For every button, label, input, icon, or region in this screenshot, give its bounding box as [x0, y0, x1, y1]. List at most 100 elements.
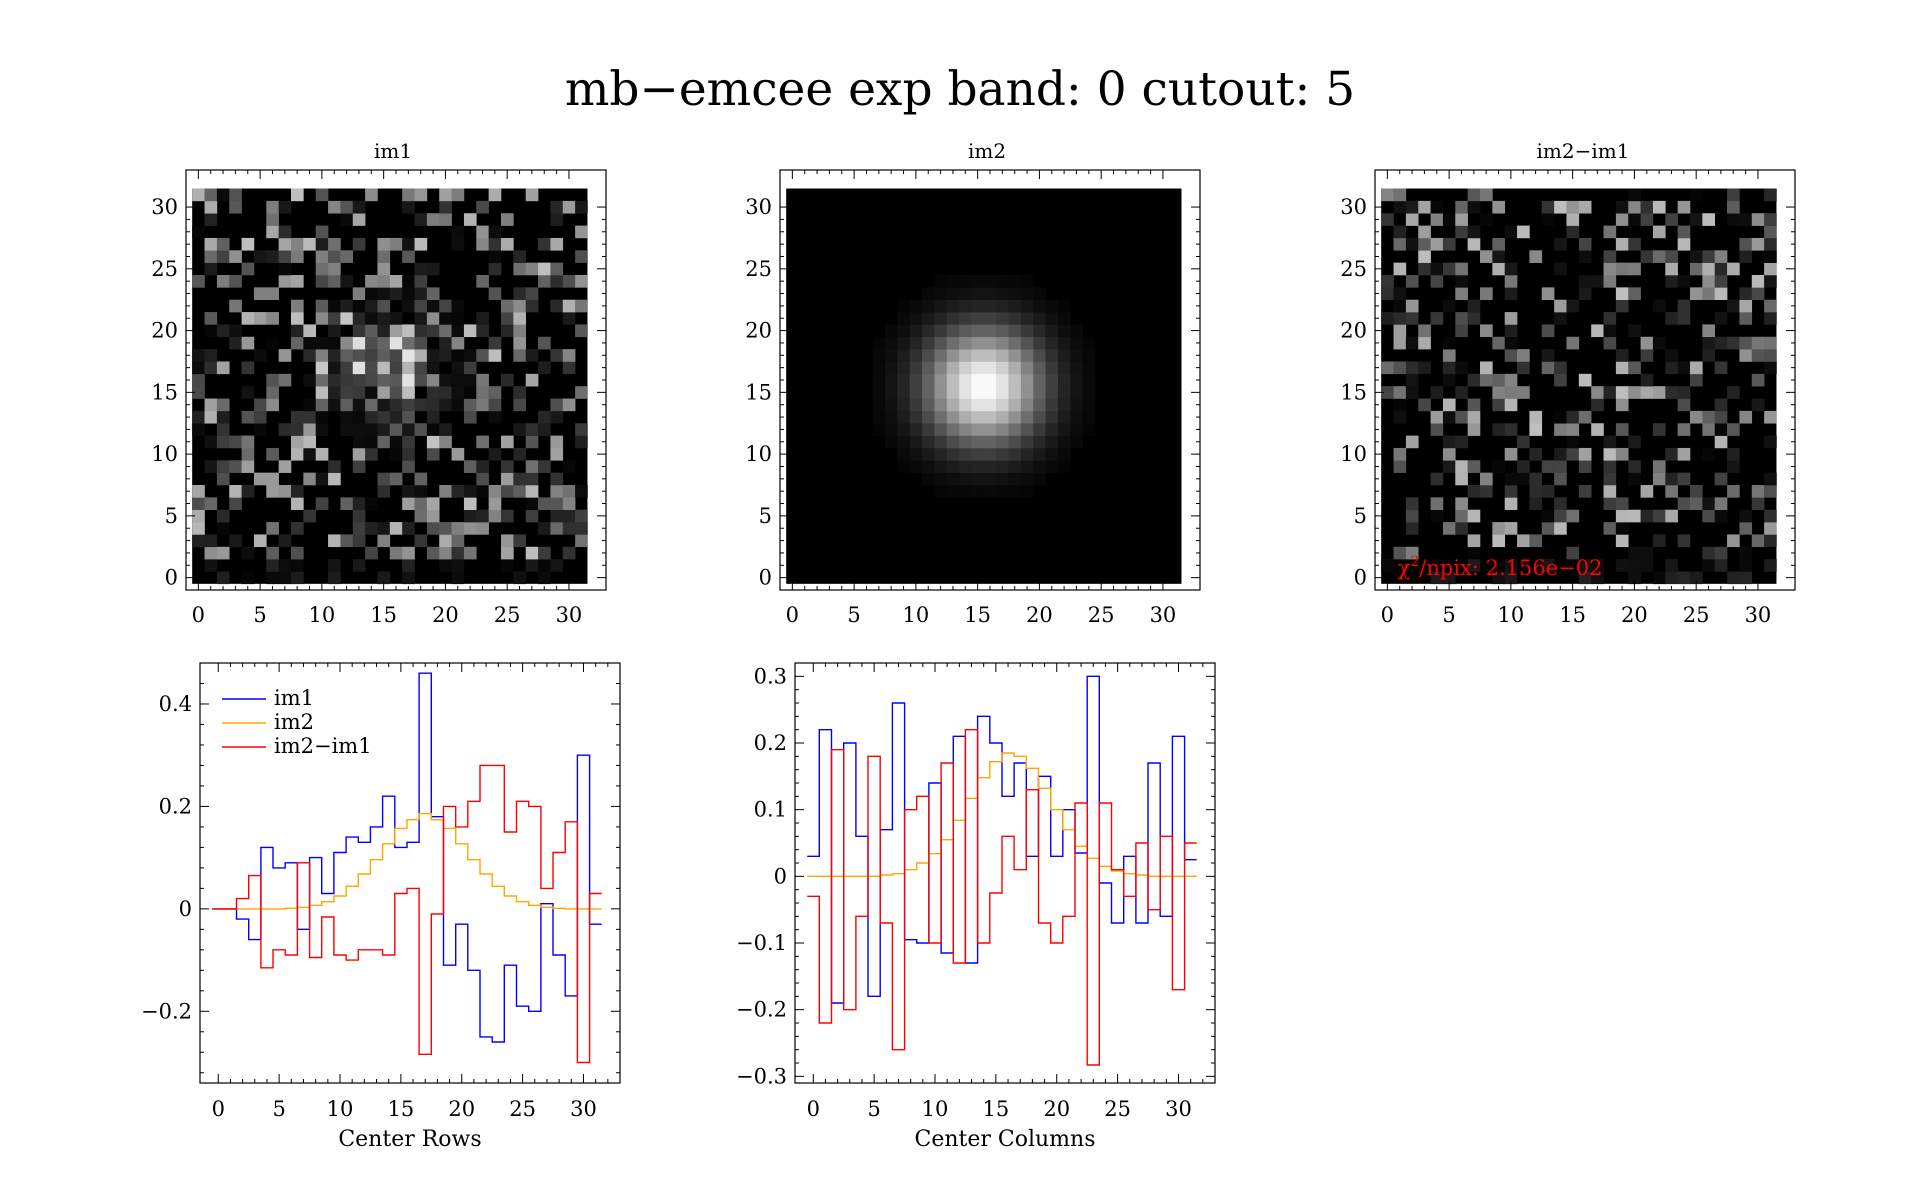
- pixel: [525, 188, 539, 202]
- pixel: [488, 410, 502, 424]
- pixel: [463, 460, 477, 473]
- pixel: [1008, 435, 1022, 449]
- pixel: [946, 349, 960, 362]
- pixel: [922, 472, 935, 486]
- pixel: [996, 398, 1009, 412]
- pixel: [501, 559, 514, 572]
- pixel: [253, 398, 267, 412]
- pixel: [1418, 237, 1431, 251]
- pixel: [1430, 200, 1444, 214]
- pixel: [1455, 410, 1468, 424]
- pixel: [1057, 386, 1071, 399]
- pixel: [575, 509, 588, 523]
- pixel: [253, 410, 267, 424]
- pixel: [872, 423, 886, 436]
- pixel: [389, 410, 403, 424]
- pixel: [451, 398, 465, 412]
- pixel: [909, 299, 923, 313]
- x-tick-label: 10: [903, 603, 930, 627]
- pixel: [1057, 312, 1071, 325]
- image-pixels: [1381, 188, 1777, 585]
- pixel: [426, 262, 440, 276]
- pixel: [946, 386, 960, 399]
- pixel: [1566, 546, 1580, 560]
- pixel: [439, 349, 452, 362]
- pixel: [426, 299, 440, 313]
- pixel: [340, 373, 354, 387]
- pixel: [1652, 225, 1666, 239]
- pixel: [1603, 497, 1617, 511]
- im1-title: im1: [374, 139, 412, 163]
- pixel: [946, 423, 960, 436]
- pixel: [1045, 410, 1059, 424]
- pixel: [1702, 546, 1716, 560]
- pixel: [501, 237, 514, 251]
- pixel: [426, 361, 440, 375]
- pixel: [971, 361, 985, 375]
- pixel: [513, 250, 527, 263]
- pixel: [1492, 386, 1506, 399]
- pixel: [1082, 336, 1096, 350]
- pixel: [946, 398, 960, 412]
- pixel: [897, 447, 911, 461]
- pixel: [1442, 522, 1456, 535]
- pixel: [377, 299, 391, 313]
- pixel: [897, 435, 911, 449]
- pixel: [1554, 447, 1567, 461]
- pixel: [229, 460, 242, 473]
- pixel: [1393, 361, 1407, 375]
- pixel: [1393, 200, 1407, 214]
- pixel: [352, 398, 366, 412]
- pixel: [377, 410, 391, 424]
- pixel: [1751, 349, 1765, 362]
- pixel: [1702, 447, 1716, 461]
- pixel: [1764, 250, 1777, 263]
- pixel: [1677, 299, 1691, 313]
- pixel: [426, 324, 440, 338]
- pixel: [1541, 361, 1555, 375]
- pixel: [1393, 287, 1407, 301]
- x-tick-label: 25: [1683, 603, 1710, 627]
- pixel: [1615, 522, 1629, 535]
- pixel: [1405, 509, 1419, 523]
- pixel: [1045, 312, 1059, 325]
- pixel: [1566, 423, 1580, 436]
- pixel: [1430, 275, 1444, 288]
- rows-xlabel: Center Rows: [338, 1127, 481, 1152]
- pixel: [241, 447, 255, 461]
- pixel: [1529, 447, 1543, 461]
- pixel: [1405, 546, 1419, 560]
- axes-frame: [199, 662, 621, 1084]
- pixel: [402, 275, 415, 288]
- pixel: [377, 361, 391, 375]
- pixel: [1045, 299, 1059, 313]
- pixel: [1393, 447, 1407, 461]
- pixel: [365, 497, 378, 511]
- pixel: [278, 250, 292, 263]
- pixel: [488, 398, 502, 412]
- pixel: [1591, 571, 1604, 585]
- pixel: [1480, 213, 1493, 226]
- pixel: [1764, 262, 1777, 276]
- pixel: [1467, 546, 1481, 560]
- pixel: [1640, 485, 1654, 498]
- pixel: [1578, 485, 1592, 498]
- pixel: [1578, 460, 1592, 473]
- pixel: [463, 349, 477, 362]
- pixel: [229, 497, 242, 511]
- pixel: [291, 423, 304, 436]
- pixel: [253, 349, 267, 362]
- pixel: [291, 485, 304, 498]
- pixel: [315, 237, 329, 251]
- pixel: [1418, 225, 1431, 239]
- pixel: [959, 447, 972, 461]
- pixel: [439, 200, 452, 214]
- ticks: 0 5 10 15 20 25 30 −0.3 −0.2 −0.1 0 0.1 0.2 0.3: [736, 662, 1215, 1121]
- pixel: [1033, 410, 1046, 424]
- pixel: [1045, 460, 1059, 473]
- pixel: [1057, 423, 1071, 436]
- pixel: [1628, 386, 1641, 399]
- pixel: [488, 509, 502, 523]
- pixel: [983, 447, 997, 461]
- pixel: [365, 423, 378, 436]
